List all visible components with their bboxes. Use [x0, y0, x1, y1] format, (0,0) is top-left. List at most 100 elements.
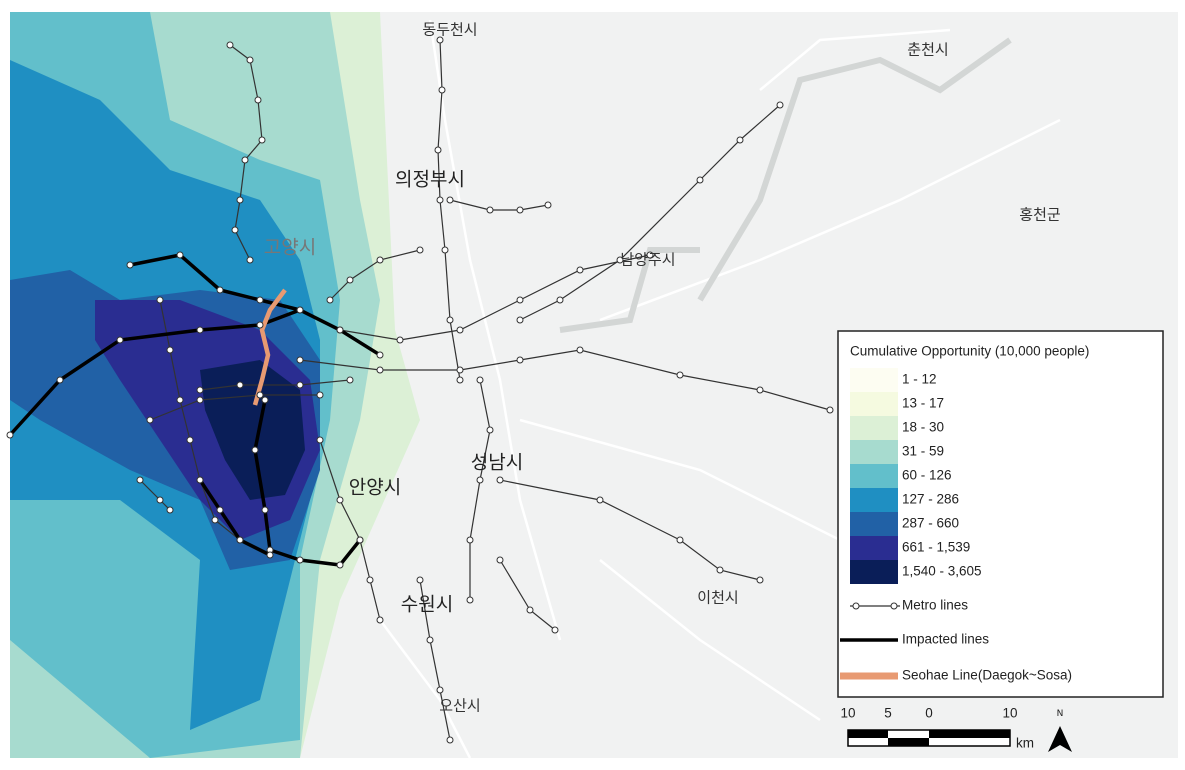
station [516, 356, 524, 364]
station [776, 101, 784, 109]
station [246, 56, 254, 64]
station [156, 296, 164, 304]
station [6, 431, 14, 439]
north-arrow [1048, 726, 1072, 752]
station [346, 376, 354, 384]
scale-segment [929, 730, 1010, 738]
station [476, 476, 484, 484]
station [246, 256, 254, 264]
place-label: 동두천시 [422, 21, 477, 39]
station [526, 606, 534, 614]
station [436, 196, 444, 204]
station [241, 156, 249, 164]
station [296, 556, 304, 564]
scale-label: 0 [925, 706, 933, 721]
station [266, 551, 274, 559]
place-label: 오산시 [439, 697, 480, 715]
scale-bar: 10 5 0 10 km N [840, 706, 1072, 752]
station [316, 436, 324, 444]
station [236, 196, 244, 204]
station [376, 366, 384, 374]
station [146, 416, 154, 424]
station [376, 256, 384, 264]
station [196, 476, 204, 484]
station [556, 296, 564, 304]
station [211, 516, 219, 524]
station [126, 261, 134, 269]
place-label: 이천시 [697, 589, 738, 607]
station [176, 396, 184, 404]
station [326, 296, 334, 304]
station [261, 506, 269, 514]
legend-label: 287 - 660 [902, 516, 959, 531]
station [826, 406, 834, 414]
seohae-line [252, 288, 287, 406]
station [166, 346, 174, 354]
station [716, 566, 724, 574]
station [456, 366, 464, 374]
legend-label: 18 - 30 [902, 420, 944, 435]
legend-label: Metro lines [902, 598, 968, 613]
station [254, 96, 262, 104]
station [296, 306, 304, 314]
opportunity-surface [10, 12, 420, 758]
station [476, 376, 484, 384]
station [336, 326, 344, 334]
station [676, 371, 684, 379]
place-label: 안양시 [349, 477, 401, 499]
legend-label: 127 - 286 [902, 492, 959, 507]
legend-swatch [850, 488, 898, 512]
station [456, 326, 464, 334]
station [736, 136, 744, 144]
legend-swatch [850, 464, 898, 488]
legend-label: Impacted lines [902, 632, 989, 647]
legend-title: Cumulative Opportunity (10,000 people) [850, 344, 1089, 359]
station [346, 276, 354, 284]
station [186, 436, 194, 444]
place-label: 홍천군 [1019, 206, 1061, 224]
station [396, 336, 404, 344]
legend-label: 60 - 126 [902, 468, 952, 483]
station [516, 206, 524, 214]
station [376, 351, 384, 359]
scale-unit: km [1016, 736, 1034, 751]
place-label: 성남시 [471, 452, 523, 474]
station [316, 391, 324, 399]
station [426, 636, 434, 644]
place-labels: 동두천시 의정부시 춘천시 홍천군 고양시 남양주시 성남시 안양시 수원시 이… [264, 21, 1061, 715]
station [216, 506, 224, 514]
station [376, 616, 384, 624]
station [196, 326, 204, 334]
station [416, 246, 424, 254]
station [356, 536, 364, 544]
station [236, 536, 244, 544]
station [456, 376, 464, 384]
station [466, 596, 474, 604]
station [551, 626, 559, 634]
stations [6, 36, 834, 744]
place-label: 수원시 [401, 594, 453, 616]
station [516, 316, 524, 324]
scale-label: 10 [1002, 706, 1017, 721]
station [438, 86, 446, 94]
station [296, 356, 304, 364]
station [496, 476, 504, 484]
station [544, 201, 552, 209]
scale-label: 10 [840, 706, 855, 721]
station [616, 256, 624, 264]
station [196, 396, 204, 404]
legend-label: 13 - 17 [902, 396, 944, 411]
legend-swatch [850, 392, 898, 416]
station [216, 286, 224, 294]
legend-label: 1,540 - 3,605 [902, 564, 982, 579]
station [231, 226, 239, 234]
station [696, 176, 704, 184]
scale-segment [848, 730, 888, 738]
station [436, 686, 444, 694]
station [436, 36, 444, 44]
station [416, 576, 424, 584]
station [256, 296, 264, 304]
station [176, 251, 184, 259]
station [196, 386, 204, 394]
station [646, 251, 654, 259]
